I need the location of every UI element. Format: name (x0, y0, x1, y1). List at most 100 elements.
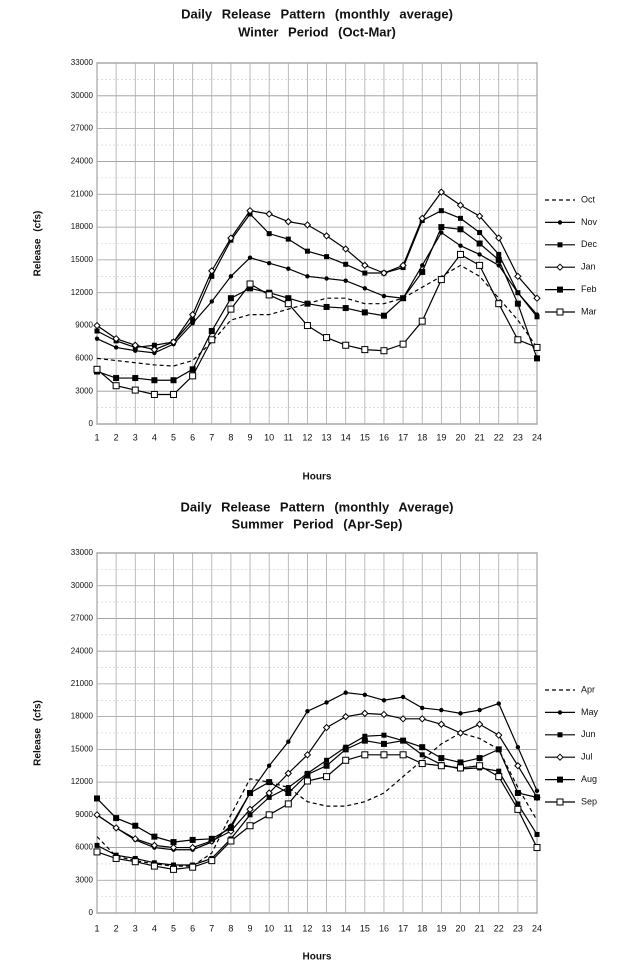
legend-label: Jan (581, 262, 596, 272)
x-tick-label: 1 (94, 432, 99, 442)
marker (439, 707, 444, 713)
marker (380, 312, 387, 319)
marker (93, 848, 101, 856)
marker (533, 343, 541, 351)
marker (285, 785, 291, 791)
marker (323, 773, 331, 781)
marker (113, 815, 120, 822)
marker (343, 690, 348, 695)
marker (477, 230, 483, 236)
marker (496, 263, 501, 268)
marker (557, 242, 563, 248)
marker (476, 762, 484, 770)
marker (533, 294, 541, 302)
series-line (96, 754, 538, 870)
marker (399, 340, 407, 348)
y-tick-label: 27000 (71, 124, 94, 133)
y-tick-label: 15000 (71, 744, 94, 753)
marker (476, 261, 484, 269)
series-line (96, 253, 538, 396)
x-tick-label: 17 (398, 923, 408, 933)
marker (437, 762, 445, 770)
x-tick-label: 1 (94, 923, 99, 933)
legend-label: Apr (581, 684, 595, 694)
marker (286, 739, 291, 744)
marker (400, 737, 407, 744)
marker (342, 305, 349, 312)
marker (420, 705, 425, 711)
marker (266, 794, 272, 800)
marker (515, 290, 521, 296)
x-tick-label: 9 (248, 923, 253, 933)
marker (265, 210, 273, 218)
marker (381, 293, 387, 299)
y-tick-label: 24000 (71, 646, 94, 655)
marker (362, 270, 368, 276)
y-tick-label: 15000 (71, 255, 94, 264)
marker (227, 824, 234, 831)
marker (514, 805, 522, 813)
marker (150, 345, 159, 354)
x-tick-label: 12 (302, 923, 312, 933)
marker (246, 822, 254, 830)
legend-label: Aug (581, 774, 597, 784)
y-tick-label: 12000 (71, 777, 94, 786)
marker (457, 215, 463, 221)
y-tick-label: 33000 (71, 548, 94, 557)
y-tick-label: 3000 (75, 386, 93, 395)
marker (534, 355, 540, 362)
x-tick-label: 19 (436, 432, 446, 442)
marker (190, 317, 196, 323)
marker (112, 334, 120, 343)
x-tick-label: 12 (302, 432, 312, 442)
marker (94, 795, 100, 802)
marker (247, 790, 254, 796)
marker (399, 751, 407, 759)
x-axis-label: Hours (303, 472, 332, 483)
legend-label: Jul (581, 752, 593, 762)
marker (495, 300, 503, 308)
x-tick-label: 11 (284, 432, 293, 442)
y-tick-label: 18000 (71, 222, 94, 231)
x-tick-label: 2 (114, 923, 119, 933)
marker (419, 744, 426, 751)
marker (475, 212, 484, 220)
marker (456, 764, 464, 772)
x-tick-label: 17 (398, 432, 408, 442)
marker (341, 245, 350, 253)
x-tick-label: 24 (532, 923, 542, 933)
marker (170, 865, 178, 873)
marker (303, 751, 312, 759)
marker (285, 295, 292, 302)
x-tick-label: 19 (436, 923, 446, 933)
chart-subtitle: Winter Period (Oct-Mar) (238, 24, 396, 39)
x-tick-label: 23 (513, 923, 523, 933)
marker (150, 862, 158, 870)
marker (458, 711, 463, 716)
x-tick-label: 24 (532, 432, 542, 442)
marker (246, 280, 254, 288)
marker (131, 858, 139, 866)
x-tick-label: 9 (248, 432, 253, 442)
marker (438, 755, 445, 762)
marker (285, 790, 292, 796)
marker (514, 762, 522, 770)
marker (458, 243, 463, 248)
marker (418, 317, 426, 325)
marker (476, 755, 483, 762)
x-tick-label: 20 (455, 923, 465, 933)
marker (556, 753, 564, 761)
marker (304, 300, 311, 307)
marker (323, 334, 331, 342)
x-tick-label: 22 (494, 923, 504, 933)
marker (495, 256, 502, 263)
marker (418, 214, 426, 223)
marker (284, 300, 292, 308)
x-tick-label: 23 (513, 432, 523, 442)
y-axis-label: Release (cfs) (33, 211, 44, 277)
marker (556, 263, 564, 271)
x-tick-label: 16 (379, 432, 389, 442)
marker (534, 788, 540, 794)
marker (170, 377, 177, 384)
